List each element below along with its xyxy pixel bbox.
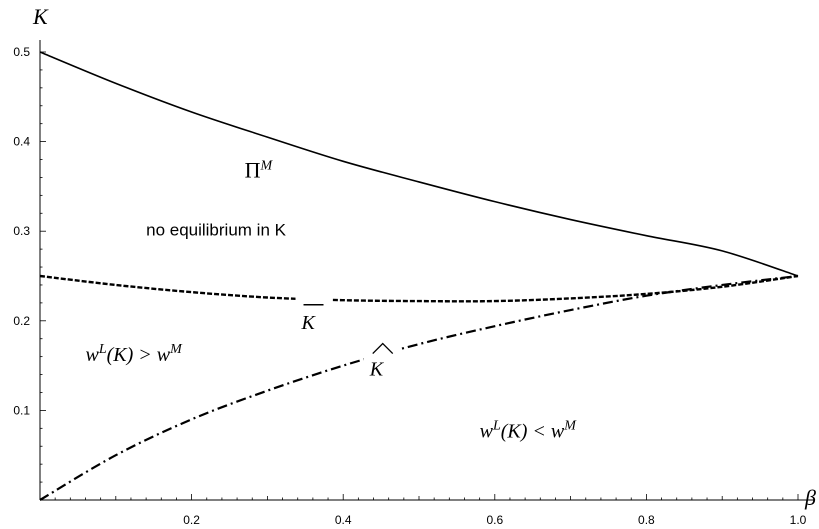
wl-gt-mid: (K) > w [107, 344, 171, 366]
series-line-dashdot [39, 274, 799, 501]
wl-lt-w: w [480, 420, 494, 442]
annotation-no-equilibrium: no equilibrium in K [146, 221, 287, 240]
y-tick-label: 0.2 [13, 314, 30, 328]
wl-gt-sup-m: M [169, 342, 183, 357]
y-axis-title: K [32, 4, 49, 29]
y-tick-label: 0.5 [13, 45, 30, 59]
x-tick-label: 0.4 [335, 513, 352, 527]
x-tick-label: 1.0 [790, 513, 807, 527]
label-knockout-kbar [295, 288, 332, 333]
annotation-k-bar: K [301, 304, 324, 334]
annotation-pi-base: Π [245, 157, 261, 182]
x-tick-label: 0.6 [486, 513, 503, 527]
wl-lt-sup-m: M [563, 418, 577, 433]
series-line-solid [39, 51, 799, 277]
label-knockout-khat [363, 335, 400, 380]
annotation-wl-less: wL(K) < wM [480, 418, 578, 442]
x-axis-title: β [804, 485, 816, 510]
wl-lt-mid: (K) < w [501, 420, 565, 442]
wl-lt-sup-l: L [492, 418, 501, 433]
label-knockout-pi [240, 151, 287, 186]
y-tick-label: 0.4 [13, 135, 30, 149]
wl-gt-w: w [85, 344, 99, 366]
wl-gt-sup-l: L [98, 342, 107, 357]
ticks [40, 51, 799, 500]
x-tick-label: 0.8 [638, 513, 655, 527]
annotation-k-hat: K [369, 342, 394, 381]
y-tick-label: 0.3 [13, 224, 30, 238]
annotation-pi-sup: M [260, 158, 274, 173]
series-line-dashed [39, 274, 799, 303]
annotation-k-hat-letter: K [369, 359, 385, 381]
k-hat-caret [372, 342, 394, 355]
series-lines [39, 51, 799, 501]
tick-labels: 0.2 0.4 0.6 0.8 1.0 0.1 0.2 0.3 0.4 0.5 [13, 45, 806, 527]
x-tick-label: 0.2 [183, 513, 200, 527]
annotation-wl-greater: wL(K) > wM [85, 342, 183, 366]
y-tick-label: 0.1 [13, 403, 30, 417]
annotation-pi-m: ΠM [245, 157, 274, 182]
annotation-k-bar-letter: K [301, 312, 317, 334]
